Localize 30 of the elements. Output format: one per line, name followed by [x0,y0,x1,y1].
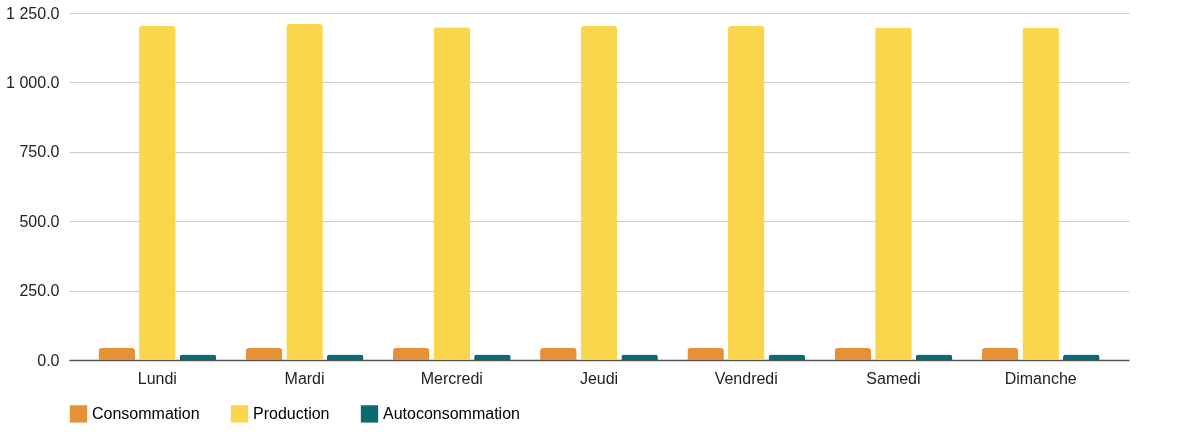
bar [875,27,912,360]
x-tick-label: Samedi [866,369,921,387]
x-tick-label: Dimanche [1004,369,1077,387]
bar [981,348,1019,360]
legend-label: Consommation [92,404,200,422]
legend-label: Autoconsommation [383,404,520,422]
x-tick-label: Lundi [137,369,177,387]
y-tick-label: 1 000.0 [6,73,60,91]
x-tick-label: Jeudi [579,369,619,387]
bar [139,26,176,360]
x-tick-label: Vendredi [714,369,778,387]
bar [433,27,471,360]
bar [687,348,724,360]
y-tick-label: 500.0 [19,212,60,230]
bar [834,348,872,360]
bar [540,348,577,360]
legend-label: Production [253,404,330,422]
bar [392,348,430,360]
y-tick-label: 750.0 [19,143,60,161]
y-tick-label: 250.0 [19,282,60,300]
bar [98,348,135,360]
y-tick-label: 0.0 [37,351,60,369]
y-tick-label: 1 250.0 [6,4,60,22]
bar [727,26,765,360]
bar [245,348,283,360]
bar [1022,27,1059,360]
x-tick-label: Mercredi [420,369,483,387]
bar [580,26,618,360]
x-tick-label: Mardi [284,369,325,387]
bar [286,24,323,360]
